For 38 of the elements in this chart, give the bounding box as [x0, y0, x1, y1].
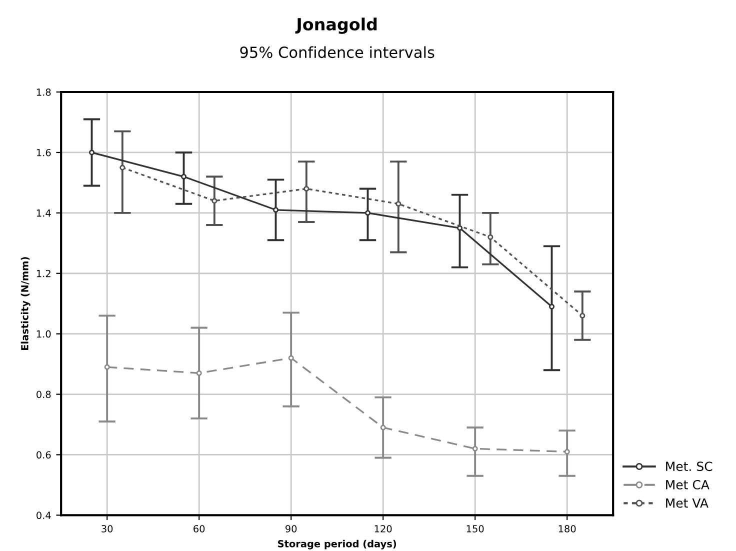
point [120, 164, 126, 170]
y-tick-label: 1.2 [36, 270, 50, 278]
x-tick-label: 180 [558, 525, 576, 532]
point [104, 364, 110, 370]
y-tick-label: 0.6 [36, 451, 51, 459]
point [488, 234, 494, 240]
chart-subtitle: 95% Confidence intervals [240, 46, 434, 58]
x-tick-label: 30 [102, 525, 113, 532]
y-axis-title: Elasticity (N/mm) [20, 257, 30, 350]
point [564, 448, 570, 454]
point [288, 355, 294, 361]
legend-label: Met CA [666, 480, 710, 490]
y-tick-label: 0.8 [36, 390, 51, 398]
x-tick-label: 150 [466, 525, 484, 532]
chart-title: Jonagold [295, 18, 377, 34]
x-tick-label: 90 [286, 525, 297, 532]
point [380, 424, 386, 430]
y-tick-label: 0.4 [36, 512, 51, 520]
point [212, 198, 218, 204]
point [580, 312, 586, 318]
y-tick-label: 1.6 [36, 148, 51, 156]
y-tick-label: 1.4 [36, 210, 51, 217]
x-tick-label: 120 [374, 525, 392, 532]
point [196, 370, 202, 376]
y-tick-label: 1.8 [36, 88, 51, 96]
legend-label: Met. SC [666, 462, 712, 472]
point [88, 150, 95, 156]
legend-label: Met VA [666, 498, 708, 508]
x-axis-title: Storage period (days) [278, 540, 396, 550]
x-tick-label: 60 [194, 525, 205, 532]
point [396, 201, 402, 207]
point [364, 210, 371, 216]
point [472, 446, 478, 452]
point [304, 186, 310, 192]
y-tick-label: 1.0 [36, 330, 51, 338]
point [180, 174, 187, 180]
point [272, 207, 279, 213]
point [548, 304, 555, 310]
